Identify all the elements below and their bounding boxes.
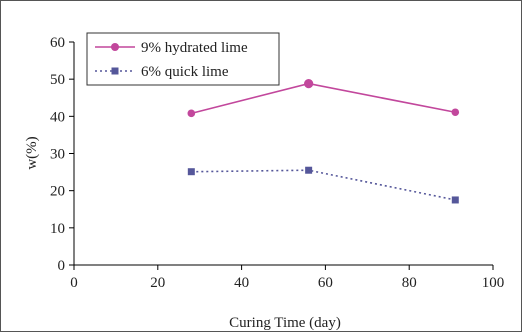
y-tick-label: 30 (50, 147, 65, 163)
legend-marker-hydrated (111, 43, 119, 51)
data-point-hydrated-lime (187, 109, 196, 118)
x-tick-label: 80 (402, 275, 417, 291)
data-point-hydrated-lime (304, 79, 314, 89)
legend-box (86, 32, 280, 86)
y-tick-label: 50 (50, 72, 65, 88)
legend-label-hydrated: 9% hydrated lime (141, 40, 248, 56)
legend-label-quick: 6% quick lime (141, 64, 229, 80)
y-axis-label: w(%) (24, 136, 40, 169)
data-point-quick-lime (305, 166, 313, 174)
x-tick-label: 40 (234, 275, 249, 291)
data-point-hydrated-lime (451, 108, 460, 117)
legend-marker-quick (111, 67, 119, 75)
y-tick-label: 0 (58, 258, 66, 274)
x-tick-label: 100 (482, 275, 505, 291)
ticks: 0 20 40 60 80 100 0 10 20 30 40 50 60 (50, 35, 504, 291)
data-point-quick-lime (187, 168, 195, 176)
x-tick-label: 0 (70, 275, 78, 291)
y-tick-label: 10 (50, 221, 65, 237)
x-tick-label: 20 (150, 275, 165, 291)
x-tick-label: 60 (318, 275, 333, 291)
series-layer (187, 79, 460, 204)
legend: 9% hydrated lime 6% quick lime (86, 32, 280, 86)
data-point-quick-lime (451, 196, 459, 204)
x-axis-label: Curing Time (day) (229, 315, 341, 331)
y-tick-label: 60 (50, 35, 65, 51)
y-tick-label: 40 (50, 109, 65, 125)
y-tick-label: 20 (50, 184, 65, 200)
